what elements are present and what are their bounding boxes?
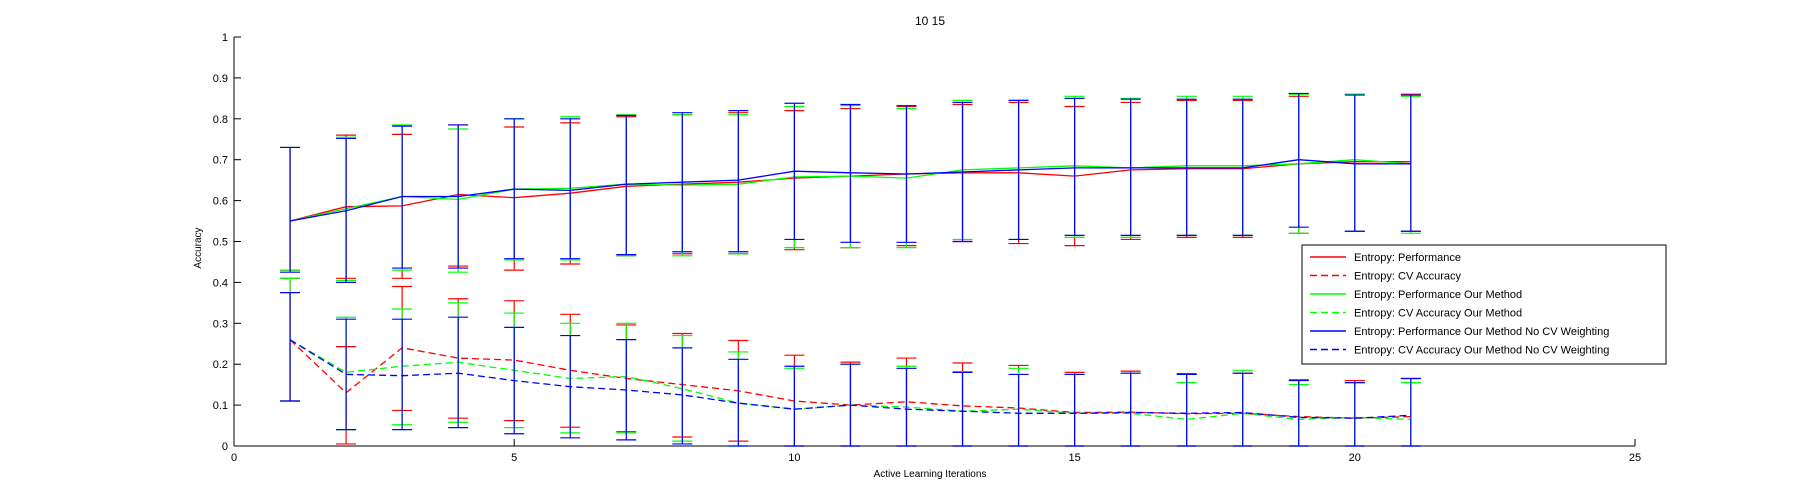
legend-box — [1301, 244, 1667, 365]
y-tick-label: 0.8 — [213, 114, 228, 126]
legend-entry: Entropy: CV Accuracy Our Method No CV We… — [1354, 345, 1609, 357]
legend-entry: Entropy: CV Accuracy Our Method — [1354, 308, 1522, 320]
series-6 — [280, 292, 1421, 447]
series-line — [289, 159, 1411, 222]
y-tick-label: 0.7 — [213, 155, 228, 167]
y-tick-label: 0.2 — [213, 359, 228, 371]
y-tick-label: 0 — [222, 441, 228, 453]
legend-entry: Entropy: Performance Our Method No CV We… — [1354, 326, 1609, 338]
x-axis-label: Active Learning Iterations — [874, 469, 987, 480]
legend-entry: Entropy: Performance Our Method — [1354, 289, 1522, 301]
y-tick-label: 0.6 — [213, 196, 228, 208]
plot-area — [280, 92, 1421, 447]
x-tick-label: 10 — [788, 452, 800, 464]
y-tick-label: 0.5 — [213, 237, 228, 249]
legend: Entropy: Performance Entropy: CV Accuracy… — [1301, 244, 1667, 365]
x-tick-label: 5 — [511, 452, 517, 464]
chart-title: 10 15 — [915, 14, 945, 28]
series-line — [289, 339, 1411, 419]
x-tick-label: 20 — [1349, 452, 1361, 464]
x-tick-label: 25 — [1629, 452, 1641, 464]
legend-entry: Entropy: Performance — [1354, 252, 1461, 264]
y-tick-label: 0.4 — [213, 277, 228, 289]
series-5 — [280, 92, 1421, 283]
x-tick-label: 0 — [231, 452, 237, 464]
y-tick-label: 0.1 — [213, 400, 228, 412]
y-tick-label: 1 — [222, 32, 228, 44]
x-tick-label: 15 — [1068, 452, 1080, 464]
legend-entry: Entropy: CV Accuracy — [1354, 271, 1461, 283]
series-line — [289, 339, 1411, 419]
axes: 0 5 10 15 20 25 0 0.1 0.2 0.3 0.4 0.5 0.6 0.7 0.8 0.9 1 — [213, 32, 1641, 464]
y-axis-label: Accuracy — [193, 227, 204, 268]
y-tick-label: 0.3 — [213, 318, 228, 330]
y-tick-label: 0.9 — [213, 73, 228, 85]
